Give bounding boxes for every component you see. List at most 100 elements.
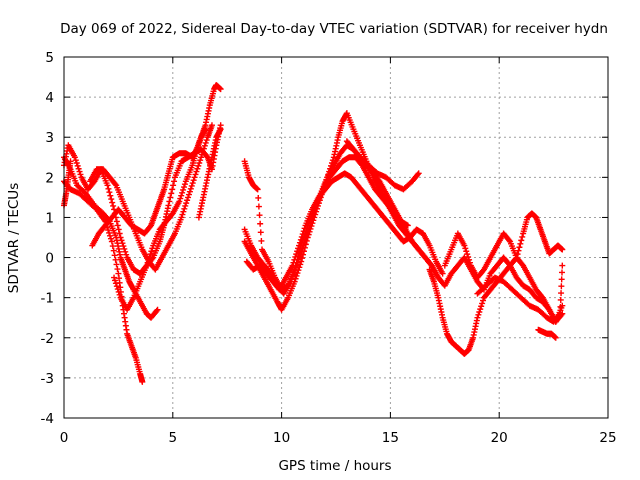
data-point [329,157,336,164]
data-point [478,303,485,310]
x-tick-label: 20 [491,430,508,446]
data-point [303,233,310,240]
series-J [343,138,566,325]
data-point [119,240,126,247]
series-F [61,126,209,277]
data-point [200,145,207,152]
data-point [122,248,129,255]
data-point [145,256,152,263]
data-point [556,311,563,318]
data-point [306,222,313,229]
y-tick-label: -3 [41,371,54,387]
data-point [114,266,121,273]
data-point [177,195,184,202]
data-point [107,232,114,239]
data-point [479,300,486,307]
data-point [114,222,121,229]
data-point [112,280,119,287]
data-point [179,211,186,218]
data-point [185,194,192,201]
data-point [557,296,564,303]
series-C [89,82,224,249]
data-point [180,184,187,191]
data-point [111,206,118,213]
data-point [139,378,146,385]
data-point [514,251,521,258]
data-point [465,253,472,260]
data-point [309,213,316,220]
data-point [110,202,117,209]
data-point [143,262,150,269]
data-point [166,198,173,205]
data-point [198,154,205,161]
data-point [72,157,79,164]
grid [64,57,608,418]
data-point [121,245,128,252]
data-point [106,229,113,236]
data-point [179,189,186,196]
data-point [464,251,471,258]
data-point [178,192,185,199]
data-point [149,245,156,252]
data-point [310,211,317,218]
data-point [298,248,305,255]
y-tick-label: 0 [45,251,54,267]
data-point [257,220,264,227]
data-point [311,208,318,215]
series-E [87,122,215,273]
data-point [299,245,306,252]
data-point [327,165,334,172]
data-point [106,189,113,196]
data-point [180,208,187,215]
data-point [185,191,192,198]
data-point [112,256,119,263]
data-point [308,216,315,223]
data-point [415,170,422,177]
data-point [107,192,114,199]
y-tick-label: 2 [45,170,54,186]
data-point [559,246,566,253]
data-point [295,256,302,263]
data-point [559,262,566,269]
data-point [257,229,264,236]
data-point [105,185,112,192]
data-point [255,194,262,201]
data-point [516,244,523,251]
data-point [111,277,118,284]
data-point [123,251,130,258]
data-point [256,212,263,219]
data-point [114,286,121,293]
y-tick-label: -1 [41,291,54,307]
data-point [168,190,175,197]
data-point [178,214,185,221]
data-point [189,180,196,187]
data-point [115,288,122,295]
data-point [202,139,209,146]
data-point [201,142,208,149]
data-point [191,174,198,181]
data-point [67,158,74,165]
data-point [112,214,119,221]
data-point [312,205,319,212]
data-point [109,243,116,250]
data-point [147,251,154,258]
data-point [202,126,209,133]
data-point [117,234,124,241]
data-point [73,160,80,167]
data-point [199,151,206,158]
series-Q [195,126,224,221]
data-point [196,160,203,167]
data-point [515,247,522,254]
data-point [118,237,125,244]
y-tick-label: 1 [45,210,54,226]
data-point [76,168,83,175]
x-tick-label: 5 [169,430,178,446]
data-point [414,171,421,178]
data-point [558,283,565,290]
data-point [301,239,308,246]
data-point [557,303,564,310]
data-point [217,86,224,93]
data-point [146,253,153,260]
x-tick-label: 10 [273,430,290,446]
